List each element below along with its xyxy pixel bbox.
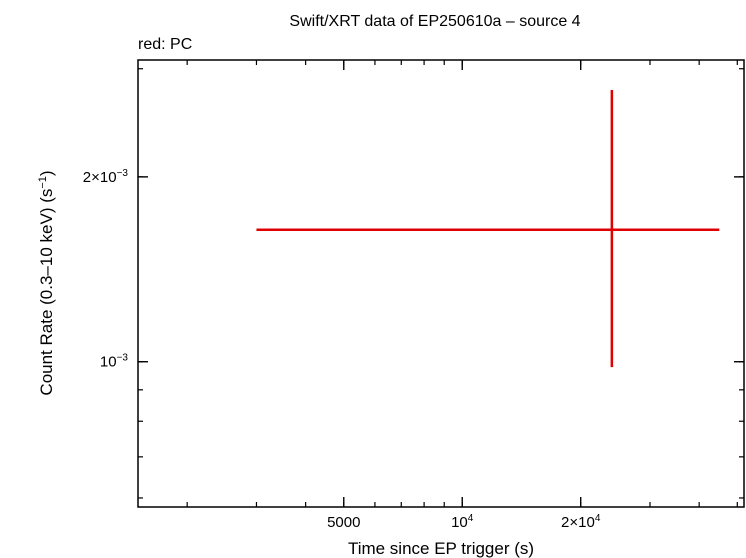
x-tick-label: 5000 [327,514,360,531]
y-tick-label: 2×10−3 [83,168,129,186]
y-tick-label-base: 10 [100,354,117,371]
x-tick-label: 2×104 [561,513,601,531]
x-tick-label-sup: 4 [595,513,601,524]
x-tick-label: 104 [451,513,474,531]
y-axis-label-main: Count Rate (0.3–10 keV) (s [37,189,56,396]
legend-text: red: PC [138,36,192,53]
y-tick-label-base: 2×10 [83,169,117,186]
x-tick-label-base: 2×10 [561,514,595,531]
y-axis-label-sup: −1 [37,176,49,189]
y-tick-label-sup: −3 [117,168,129,179]
plot-frame [137,59,745,508]
x-axis-label: Time since EP trigger (s) [348,539,534,558]
y-tick-label: 10−3 [100,353,129,371]
data-points [256,90,720,368]
y-axis-label: Count Rate (0.3–10 keV) (s−1) [37,170,56,395]
x-minor-ticks [186,60,738,507]
y-tick-label-sup: −3 [117,353,129,364]
y-axis-label-close: ) [37,170,56,176]
chart-title: Swift/XRT data of EP250610a – source 4 [289,13,580,30]
x-major-ticks: 5000 104 2×104 [327,60,601,531]
x-tick-label-sup: 4 [468,513,474,524]
x-tick-label-base: 5000 [327,514,360,531]
y-major-ticks: 10−32×10−3 [83,168,744,371]
x-tick-label-base: 10 [451,514,468,531]
y-minor-ticks [138,68,744,499]
